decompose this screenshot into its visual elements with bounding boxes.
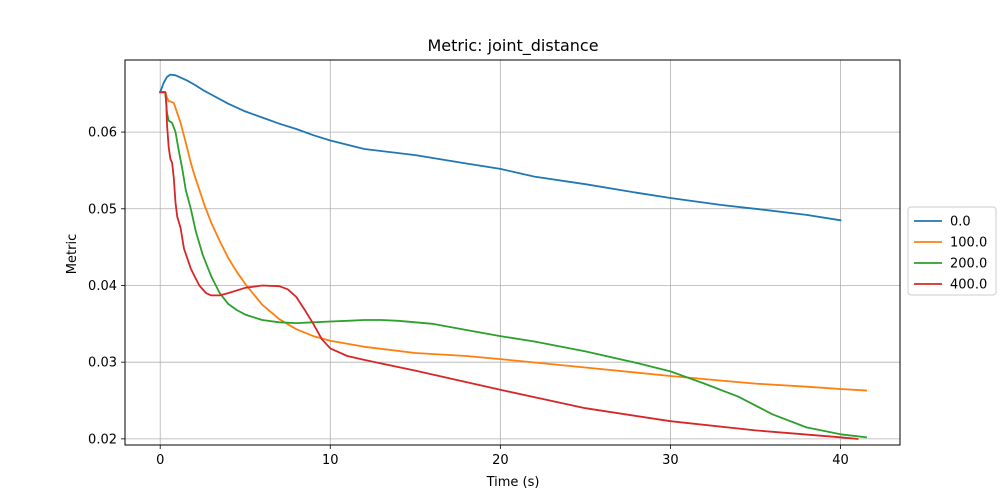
y-tick-label: 0.06 bbox=[88, 126, 117, 141]
chart-title: Metric: joint_distance bbox=[427, 36, 598, 56]
x-axis-label: Time (s) bbox=[486, 475, 540, 490]
grid bbox=[125, 60, 900, 445]
series-line-200.0 bbox=[159, 91, 867, 439]
legend-label: 0.0 bbox=[950, 215, 971, 230]
legend-label: 400.0 bbox=[950, 278, 987, 293]
y-axis-ticks: 0.02 0.03 0.04 0.05 0.06 bbox=[88, 126, 125, 447]
y-axis-label: Metric bbox=[65, 234, 80, 274]
y-tick-label: 0.02 bbox=[88, 432, 117, 447]
x-tick-label: 40 bbox=[832, 453, 849, 468]
legend-box bbox=[907, 206, 997, 296]
legend-label: 100.0 bbox=[950, 236, 987, 251]
y-tick-label: 0.05 bbox=[88, 202, 117, 217]
y-tick-label: 0.03 bbox=[88, 356, 117, 371]
x-tick-label: 10 bbox=[322, 453, 339, 468]
legend-label: 200.0 bbox=[950, 257, 987, 272]
x-tick-label: 30 bbox=[662, 453, 679, 468]
plot-area-frame bbox=[124, 59, 901, 446]
series-line-0.0 bbox=[159, 73, 842, 222]
series-line-400.0 bbox=[159, 91, 859, 440]
x-tick-label: 20 bbox=[492, 453, 509, 468]
series-line-100.0 bbox=[159, 91, 867, 392]
x-axis-ticks: 0 10 20 30 40 bbox=[156, 445, 849, 468]
y-tick-label: 0.04 bbox=[88, 279, 117, 294]
x-tick-label: 0 bbox=[156, 453, 164, 468]
series-lines bbox=[159, 73, 867, 440]
legend: 0.0 100.0 200.0 400.0 bbox=[907, 206, 997, 296]
